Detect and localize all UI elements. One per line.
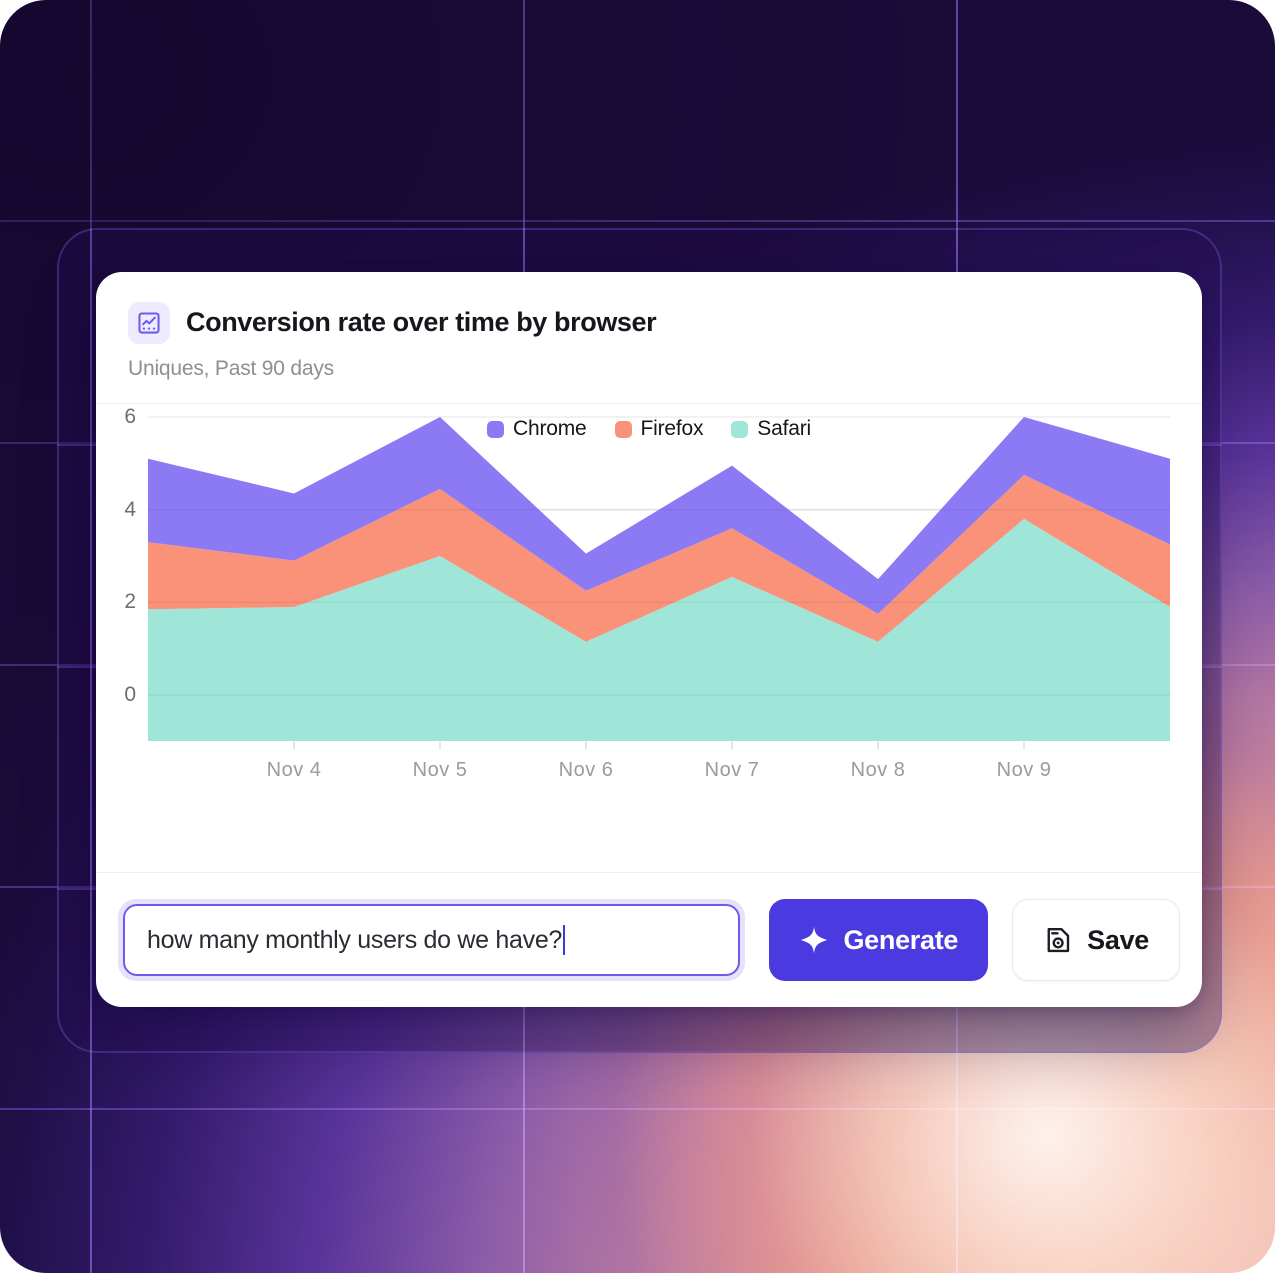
y-axis-tick-6: 6 [124, 405, 136, 428]
legend-swatch-safari [731, 420, 749, 438]
legend-item-chrome[interactable]: Chrome [487, 417, 587, 441]
x-axis-tick-nov-5: Nov 5 [412, 759, 468, 781]
y-axis-tick-4: 4 [124, 497, 136, 521]
card-subtitle: Uniques, Past 90 days [128, 357, 334, 380]
stacked-area-chart [148, 416, 1170, 749]
card-title-row: Conversion rate over time by browser [128, 302, 1170, 344]
page-title: Conversion rate over time by browser [186, 307, 657, 338]
y-axis-tick-0: 0 [124, 683, 136, 706]
legend-swatch-chrome [487, 420, 505, 438]
save-button[interactable]: Save [1012, 899, 1180, 981]
legend-swatch-firefox [614, 420, 632, 438]
line-chart-icon [128, 302, 170, 344]
chart-legend: Chrome Firefox Safari [96, 417, 1202, 441]
legend-label-firefox: Firefox [640, 417, 704, 440]
header-divider [96, 403, 1202, 404]
x-axis-tick-nov-4: Nov 4 [266, 759, 322, 781]
legend-item-firefox[interactable]: Firefox [614, 417, 704, 441]
x-axis-tick-nov-8: Nov 8 [850, 759, 906, 781]
generate-button-label: Generate [843, 924, 959, 955]
chart-plot: 6 4 2 0 Nov 4 Nov 5 Nov 6 Nov 7 Nov 8 Nov 9 [96, 404, 1202, 854]
x-axis-tick-nov-6: Nov 6 [558, 759, 614, 781]
y-axis-tick-2: 2 [124, 590, 136, 614]
chart-card: Conversion rate over time by browser Uni… [96, 272, 1202, 1007]
x-axis-tick-nov-7: Nov 7 [704, 759, 760, 781]
area-series-firefox [148, 474, 1170, 642]
prompt-input-focus-ring: how many monthly users do we have? [118, 899, 746, 981]
prompt-input[interactable]: how many monthly users do we have? [123, 904, 741, 976]
footer-divider [96, 872, 1202, 873]
text-caret [563, 925, 566, 955]
floppy-disk-icon [1043, 925, 1073, 955]
card-footer: how many monthly users do we have? Gener… [96, 877, 1202, 1007]
legend-label-chrome: Chrome [513, 417, 587, 440]
prompt-input-value: how many monthly users do we have? [147, 925, 563, 954]
area-series-safari-floor [148, 695, 1170, 741]
x-axis-tick-nov-9: Nov 9 [996, 759, 1052, 781]
sparkle-icon [799, 925, 829, 955]
legend-item-safari[interactable]: Safari [731, 417, 811, 441]
area-series-safari [148, 518, 1170, 695]
card-header: Conversion rate over time by browser Uni… [96, 272, 1202, 403]
legend-label-safari: Safari [757, 417, 811, 440]
chart-area: Chrome Firefox Safari 6 4 2 0 Nov 4 Nov 5 Nov… [96, 404, 1202, 854]
generate-button[interactable]: Generate [769, 899, 989, 981]
area-series-chrome [148, 417, 1170, 614]
save-button-label: Save [1087, 924, 1149, 955]
